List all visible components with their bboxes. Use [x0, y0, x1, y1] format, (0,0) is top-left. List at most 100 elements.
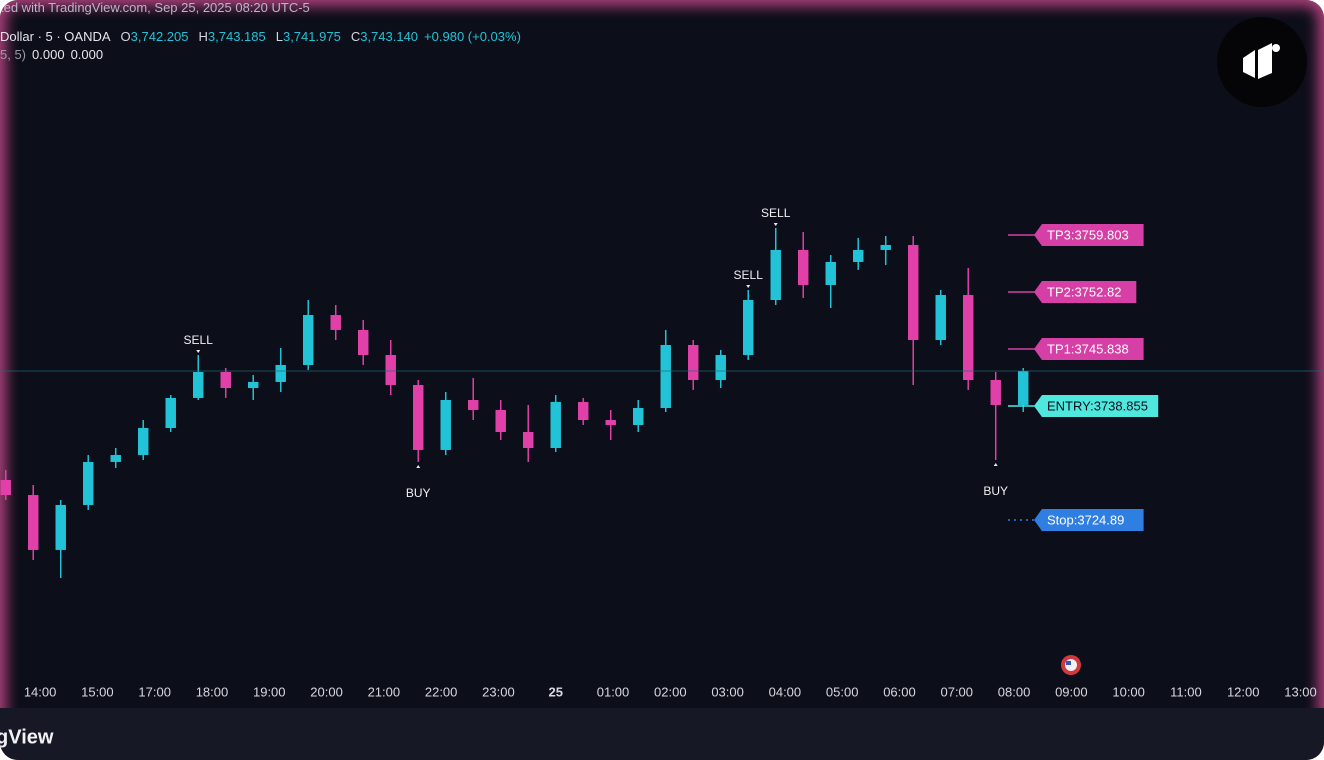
x-tick-label: 14:00: [24, 684, 57, 699]
candle-body: [303, 315, 314, 365]
ohlc-key: H: [198, 29, 208, 44]
x-tick-label: 17:00: [138, 684, 171, 699]
candle-body: [907, 244, 919, 340]
candle-body: [962, 295, 974, 380]
candle-body: [110, 455, 121, 462]
symbol-line: Dollar · 5 · OANDA O3,742.205 H3,743.185 L…: [0, 29, 521, 44]
candle-body: [55, 504, 66, 550]
candle-body: [1017, 371, 1029, 405]
signal-arrow: [196, 350, 201, 354]
signal-label: SELL: [761, 206, 791, 220]
candle-body: [523, 432, 534, 448]
signal-label: BUY: [406, 486, 431, 500]
x-tick-label: 19:00: [253, 684, 286, 699]
x-tick-label: 18:00: [196, 684, 229, 699]
candle-body: [577, 401, 589, 420]
x-tick-label: 10:00: [1112, 684, 1145, 699]
candle-body: [550, 401, 561, 448]
level-label: Stop:3724.89: [1047, 512, 1124, 527]
watermark: ted with TradingView.com, Sep 25, 2025 0…: [0, 0, 310, 15]
level-box: [1034, 281, 1137, 303]
x-tick-label: 03:00: [711, 684, 744, 699]
indicator-name: 5, 5): [0, 47, 27, 62]
candle-body: [138, 428, 149, 456]
x-tick-label: 20:00: [310, 684, 343, 699]
candle-body: [825, 261, 836, 285]
level-label: TP1:3745.838: [1047, 341, 1129, 356]
x-tick-label: 06:00: [883, 684, 916, 699]
candle-body: [990, 380, 1001, 405]
candle-body: [468, 400, 479, 410]
candle-body: [852, 249, 864, 262]
level-label: ENTRY:3738.855: [1047, 398, 1148, 413]
signal-label: BUY: [983, 484, 1008, 498]
candle-body: [742, 300, 754, 356]
level-box: [1034, 395, 1159, 417]
change: +0.980 (+0.03%): [424, 29, 521, 44]
signal-label: SELL: [184, 333, 214, 347]
level-label: TP2:3752.82: [1047, 284, 1121, 299]
candle-body: [880, 244, 891, 250]
x-tick-label: 09:00: [1055, 684, 1088, 699]
candle-body: [358, 329, 369, 356]
x-tick-label: 13:00: [1284, 684, 1317, 699]
candle-body: [220, 372, 231, 388]
x-tick-label: 01:00: [597, 684, 630, 699]
candle-body: [440, 400, 451, 450]
x-tick-label: 04:00: [769, 684, 802, 699]
signal-label: SELL: [734, 268, 764, 282]
x-tick-label: 05:00: [826, 684, 859, 699]
x-tick-label: 22:00: [425, 684, 458, 699]
signal-arrow: [773, 223, 778, 226]
candle-body: [248, 381, 259, 388]
candle-body: [83, 461, 94, 505]
event-flag: [1061, 655, 1081, 675]
candle-body: [275, 364, 286, 382]
indicator-value: 0.000: [32, 47, 65, 62]
candle-body: [193, 372, 204, 398]
level-box: [1034, 337, 1144, 360]
indicator-line: 5, 5) 0.000 0.000: [0, 47, 103, 62]
footer-bar: [0, 708, 1324, 760]
candle-body: [797, 249, 809, 285]
signal-arrow: [746, 284, 751, 288]
signal-arrow: [993, 463, 998, 466]
ohlc-key: C: [350, 29, 361, 44]
candle-body: [495, 409, 506, 432]
candle-body: [660, 344, 671, 408]
candle-body: [605, 420, 616, 425]
x-tick-label: 12:00: [1227, 684, 1260, 699]
ohlc-value: 3,742.205: [130, 29, 189, 44]
ohlc-value: 3,743.140: [360, 29, 419, 44]
x-tick-label: 07:00: [940, 684, 973, 699]
candle-body: [165, 397, 176, 428]
candle-body: [385, 355, 396, 385]
brand: gView: [0, 726, 54, 748]
level-box: [1034, 509, 1144, 531]
level-box: [1034, 223, 1144, 246]
signal-arrow: [416, 464, 421, 468]
candle-body: [330, 315, 341, 330]
x-tick-label: 08:00: [998, 684, 1031, 699]
x-tick-label: 21:00: [368, 684, 401, 699]
ohlc-item: O3,742.205: [117, 29, 189, 44]
ohlc-key: O: [120, 29, 131, 44]
x-tick-label: 23:00: [482, 684, 515, 699]
x-tick-label: 11:00: [1170, 684, 1202, 699]
candle-body: [0, 480, 11, 496]
candle-body: [413, 384, 424, 450]
ohlc-item: L3,741.975: [272, 29, 341, 44]
ohlc-item: C3,743.140: [347, 29, 418, 44]
ohlc-item: H3,743.185: [195, 29, 266, 44]
indicator-value: 0.000: [70, 47, 104, 62]
candle-body: [770, 249, 781, 300]
candle-body: [687, 344, 699, 380]
ohlc-value: 3,741.975: [282, 29, 341, 44]
candle-body: [28, 495, 39, 550]
candle-body: [632, 408, 644, 425]
symbol: Dollar · 5 · OANDA: [0, 29, 111, 44]
level-label: TP3:3759.803: [1047, 227, 1129, 242]
candle-body: [935, 295, 946, 340]
candle-body: [715, 355, 726, 380]
